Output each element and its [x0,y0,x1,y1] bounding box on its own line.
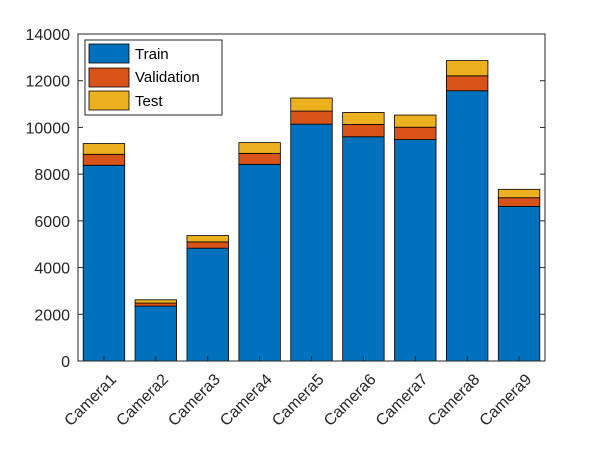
bar-validation-camera7 [394,126,437,140]
bar-validation-camera3 [186,241,229,249]
bar-train-camera7 [394,139,437,362]
y-tick-label: 8000 [34,167,70,184]
bar-validation-camera9 [497,197,541,207]
x-tick-label: Camera4 [217,371,276,430]
bar-test-camera1 [82,143,126,155]
legend-label-test: Test [135,93,163,110]
legend-swatch-test [88,90,130,111]
bar-train-camera5 [290,123,333,362]
bar-validation-camera6 [342,123,385,138]
x-tick-label: Camera9 [477,371,536,430]
bar-test-camera9 [497,188,541,199]
bar-validation-camera4 [238,152,281,165]
bar-train-camera1 [82,164,126,362]
bar-validation-camera8 [446,75,489,92]
bar-test-camera6 [342,112,385,125]
x-tick-label: Camera1 [62,371,121,430]
bar-test-camera2 [134,299,177,304]
x-tick-label: Camera6 [321,371,380,430]
bar-validation-camera1 [82,153,126,166]
legend: Train Validation Test [84,39,223,116]
bar-train-camera2 [134,305,177,362]
bars-group [82,60,541,362]
bar-train-camera6 [342,136,385,362]
y-tick-label: 6000 [34,214,70,231]
bar-train-camera3 [186,247,229,362]
y-tick-label: 10000 [26,120,71,137]
y-tick-label: 0 [61,354,70,371]
x-tick-label: Camera7 [373,371,432,430]
bar-test-camera7 [394,114,437,128]
bar-test-camera4 [238,142,281,154]
legend-swatch-validation [88,67,130,88]
x-tick-label: Camera2 [113,371,172,430]
x-tick-label: Camera5 [269,371,328,430]
bar-train-camera9 [497,205,541,362]
legend-label-train: Train [135,46,169,63]
y-tick-label: 14000 [26,27,71,44]
bar-train-camera8 [446,90,489,362]
x-axis: Camera1Camera2Camera3Camera4Camera5Camer… [62,356,536,430]
bar-train-camera4 [238,163,281,362]
bar-test-camera8 [446,60,489,77]
y-tick-label: 12000 [26,74,71,91]
legend-swatch-train [88,43,130,64]
bar-test-camera3 [186,235,229,243]
y-axis: 0 2000 4000 6000 8000 10000 12000 14000 [26,27,545,371]
legend-label-validation: Validation [135,69,200,86]
bar-validation-camera2 [134,302,177,307]
bar-validation-camera5 [290,110,333,125]
y-tick-label: 4000 [34,261,70,278]
y-tick-label: 2000 [34,307,70,324]
x-tick-label: Camera8 [425,371,484,430]
bar-test-camera5 [290,97,333,112]
x-tick-label: Camera3 [165,371,224,430]
